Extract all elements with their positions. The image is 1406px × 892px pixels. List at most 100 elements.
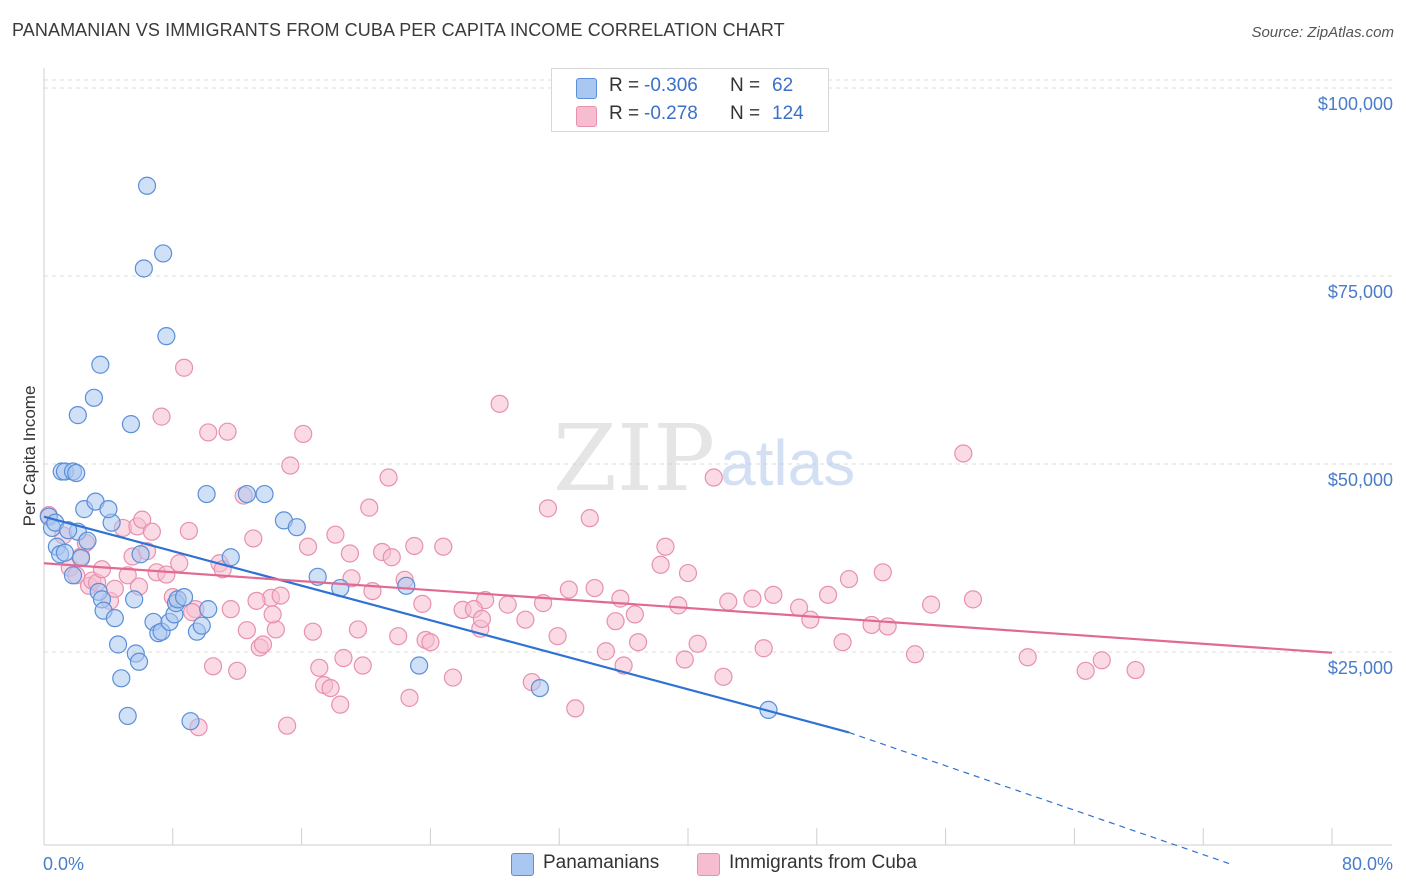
panamanian-point [68,406,87,425]
panamanian-point [71,548,91,568]
cuba-point [548,627,567,646]
cuba-point [719,592,738,611]
cuba-point [704,468,723,487]
cuba-point [326,525,345,544]
cuba-point [873,563,892,582]
cuba-point [656,537,675,556]
panamanian-point [78,531,97,550]
cuba-point [862,615,881,635]
cuba-point [174,358,194,377]
watermark-atlas: atlas [720,427,855,499]
panamanian-point [530,678,549,698]
cuba-point [152,407,171,426]
panamanian-point [410,656,429,675]
panamanian-point [174,588,194,607]
chart-title: PANAMANIAN VS IMMIGRANTS FROM CUBA PER C… [12,20,785,40]
panamanian-point [99,500,118,519]
watermark: ZIP atlas [553,405,855,512]
cuba-point [92,560,112,579]
cuba-point [421,633,440,652]
cuba-point [348,620,368,639]
cuba-point [310,658,329,677]
cuba-point [1092,651,1111,670]
cuba-point [271,586,290,605]
cuba-point [922,595,941,614]
panamanian-point [287,518,306,537]
cuba-point [334,648,353,668]
cuba-point [157,565,176,584]
grid [44,79,1392,653]
cuba-point [678,563,698,583]
cuba-point [688,634,707,653]
panamanian-point [118,706,137,726]
cuba-point [118,566,137,585]
panamanian-point [112,669,131,688]
cuba-point [963,590,983,609]
y-tick-label: $50,000 [1328,470,1393,490]
legend-swatch-blue [511,853,534,876]
cuba-point [244,529,263,548]
cuba-point [382,548,401,567]
cuba-point [839,569,859,589]
cuba-point [253,635,273,654]
panamanian-point [63,566,83,585]
cuba-point [1126,660,1145,680]
y-tick-label: $100,000 [1318,94,1393,114]
legend-n-label: N = [730,75,761,96]
cuba-point [905,645,925,664]
legend-swatch-blue [576,78,597,99]
panamanian-point [197,484,216,504]
cuba-point [278,716,297,735]
cuba-point [353,656,372,675]
x-tick-max: 80.0% [1342,854,1393,874]
panamanians-trend-extension [848,731,1233,866]
panamanian-point [105,609,124,628]
cuba-point [294,424,313,444]
cuba-point [303,622,322,641]
cuba-point [954,444,973,463]
cuba-point [331,695,350,714]
cuba-point [833,633,852,652]
y-tick-labels: $25,000 $50,000 $75,000 $100,000 [1318,94,1393,678]
cuba-point [606,612,625,631]
panamanian-point [121,415,141,434]
cuba-point [743,589,762,608]
cuba-point [199,423,218,442]
cuba-point [133,510,152,529]
panamanian-point [154,244,173,263]
legend-n-label: N = [730,103,761,124]
cuba-point [400,688,419,707]
cuba-point [472,609,492,629]
legend-r-label: R = [609,103,640,124]
panamanian-point [397,576,416,595]
panamanian-point [59,521,78,540]
panamanian-point [125,590,144,609]
panamanian-point [91,355,110,374]
cuba-point [281,456,300,475]
cuba-point [237,621,256,640]
cuba-point [628,633,648,652]
cuba-point [170,554,189,573]
cuba-point [266,620,285,639]
legend-swatch-pink [697,853,720,876]
panamanians-trend-line [43,515,850,734]
cuba-point [764,585,783,604]
legend-n-value: 124 [772,103,804,124]
legend-label: Immigrants from Cuba [729,852,917,873]
panamanian-point [134,259,153,278]
cuba-point [142,522,161,541]
cuba-point [651,555,670,574]
cuba-trend-line [43,562,1333,654]
cuba-point [443,668,463,687]
cuba-point [379,468,398,487]
legend-label: Panamanians [543,852,660,873]
y-tick-label: $25,000 [1328,658,1393,678]
cuba-point [625,605,644,624]
cuba-point [263,605,282,624]
cuba-point [580,509,599,528]
cuba-point [516,610,535,629]
cuba-point [389,627,408,646]
cuba-point [247,591,266,610]
cuba-point [321,678,340,698]
